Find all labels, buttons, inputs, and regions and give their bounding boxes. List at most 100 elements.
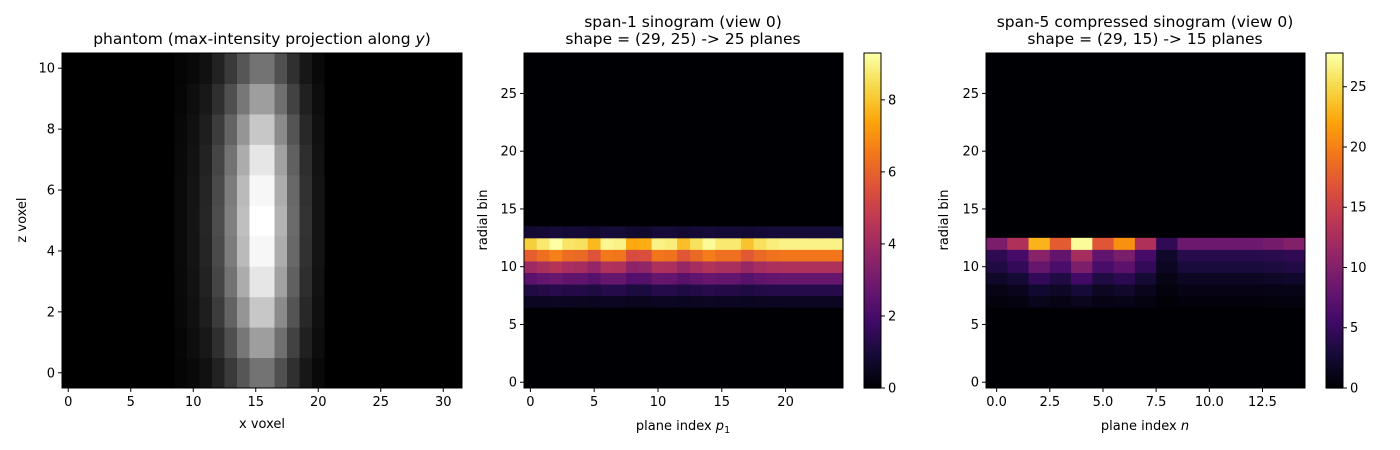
sinogram-cell: [638, 249, 653, 262]
sinogram-cell: [817, 260, 831, 273]
phantom-voxel: [237, 53, 250, 84]
phantom-voxel: [274, 357, 288, 389]
phantom-voxel: [387, 174, 400, 206]
phantom-voxel: [224, 53, 238, 84]
sinogram-cell: [779, 260, 793, 273]
colorbar-step: [1326, 262, 1343, 266]
phantom-voxel: [424, 144, 438, 176]
sinogram-cell: [779, 295, 793, 308]
phantom-voxel: [187, 327, 200, 359]
x-tick-label: 0: [526, 395, 534, 410]
colorbar-tick-label: 20: [1350, 140, 1367, 155]
phantom-voxel: [224, 205, 238, 237]
sinogram-cell: [817, 249, 831, 262]
sinogram-cell: [753, 226, 767, 239]
phantom-voxel: [324, 266, 338, 298]
colorbar-tick-label: 4: [888, 237, 896, 252]
sinogram-cell: [664, 226, 678, 239]
phantom-axes: 0 5 10 15 20 25 30 0 2 4 6 8 10: [38, 52, 463, 410]
phantom-voxel: [99, 296, 113, 328]
phantom-voxel: [349, 296, 363, 328]
sinogram-cell: [702, 272, 716, 285]
phantom-voxel: [274, 327, 288, 359]
x-tick-label: 15: [714, 395, 731, 410]
sinogram-cell: [613, 237, 627, 250]
y-tick-label: 15: [962, 202, 979, 217]
phantom-voxel: [187, 113, 200, 145]
sinogram-cell: [791, 226, 806, 239]
phantom-voxel: [249, 53, 263, 84]
phantom-voxel: [224, 144, 238, 176]
sinogram-cell: [536, 295, 551, 308]
y-tick-label: 25: [500, 87, 517, 102]
colorbar-step: [864, 97, 881, 102]
colorbar-step: [864, 159, 881, 163]
phantom-voxel: [237, 144, 250, 176]
phantom-voxel: [324, 113, 338, 145]
colorbar-step: [1326, 145, 1343, 149]
sinogram-cell: [664, 237, 678, 250]
phantom-voxel: [174, 266, 188, 298]
phantom-voxel: [124, 83, 138, 115]
phantom-voxel: [449, 113, 463, 145]
phantom-voxel: [224, 83, 238, 115]
colorbar-step: [864, 284, 881, 289]
sinogram-cell: [753, 284, 767, 297]
phantom-voxel: [112, 357, 125, 389]
colorbar-step: [1326, 195, 1343, 199]
phantom-voxel: [174, 205, 188, 237]
sinogram-cell: [986, 295, 1008, 308]
sinogram-cell: [791, 295, 806, 308]
colorbar-step: [864, 53, 881, 57]
phantom-voxel: [349, 357, 363, 389]
sinogram-cell: [677, 295, 691, 308]
colorbar-step: [1326, 254, 1343, 258]
phantom-voxel: [387, 327, 400, 359]
colorbar-step: [864, 265, 881, 269]
colorbar-step: [864, 323, 881, 328]
phantom-voxel: [124, 144, 138, 176]
sinogram-cell: [702, 226, 716, 239]
phantom-voxel: [374, 83, 388, 115]
sinogram-cell: [1219, 237, 1242, 250]
sinogram-cell: [715, 295, 729, 308]
colorbar-step: [864, 206, 881, 210]
phantom-voxel: [374, 144, 388, 176]
phantom-voxel: [199, 235, 213, 267]
phantom-voxel: [387, 113, 400, 145]
colorbar-step: [864, 120, 881, 124]
colorbar-step: [864, 83, 881, 88]
phantom-voxel: [174, 53, 188, 84]
sinogram-cell: [536, 260, 551, 273]
phantom-voxel: [62, 113, 75, 145]
colorbar-step: [1326, 106, 1343, 110]
phantom-voxel: [199, 53, 213, 84]
sinogram-cell: [804, 284, 818, 297]
colorbar-step: [1326, 368, 1343, 372]
colorbar-tick-label: 6: [888, 165, 896, 180]
x-tick-label: 7.5: [1146, 395, 1167, 410]
phantom-voxel: [99, 144, 113, 176]
phantom-voxel: [262, 357, 275, 389]
colorbar-step: [1326, 178, 1343, 183]
colorbar-step: [1326, 329, 1343, 333]
phantom-voxel: [249, 144, 263, 176]
sinogram-cell: [575, 249, 589, 262]
colorbar-step: [1326, 108, 1343, 113]
phantom-voxel: [99, 53, 113, 84]
phantom-voxel: [287, 53, 300, 84]
sinogram-cell: [791, 272, 806, 285]
sinogram-cell: [575, 295, 589, 308]
colorbar-tick-label: 0: [1350, 382, 1358, 397]
phantom-voxel: [299, 235, 313, 267]
phantom-voxel: [374, 327, 388, 359]
colorbar-step: [864, 354, 881, 358]
sinogram-cell: [1071, 249, 1093, 262]
colorbar-step: [1326, 240, 1343, 244]
colorbar-step: [1326, 53, 1343, 57]
sinogram-cell: [1049, 295, 1072, 308]
y-tick-label: 20: [500, 145, 517, 160]
phantom-voxel: [137, 144, 150, 176]
phantom-voxel: [449, 144, 463, 176]
colorbar-step: [1326, 385, 1343, 389]
